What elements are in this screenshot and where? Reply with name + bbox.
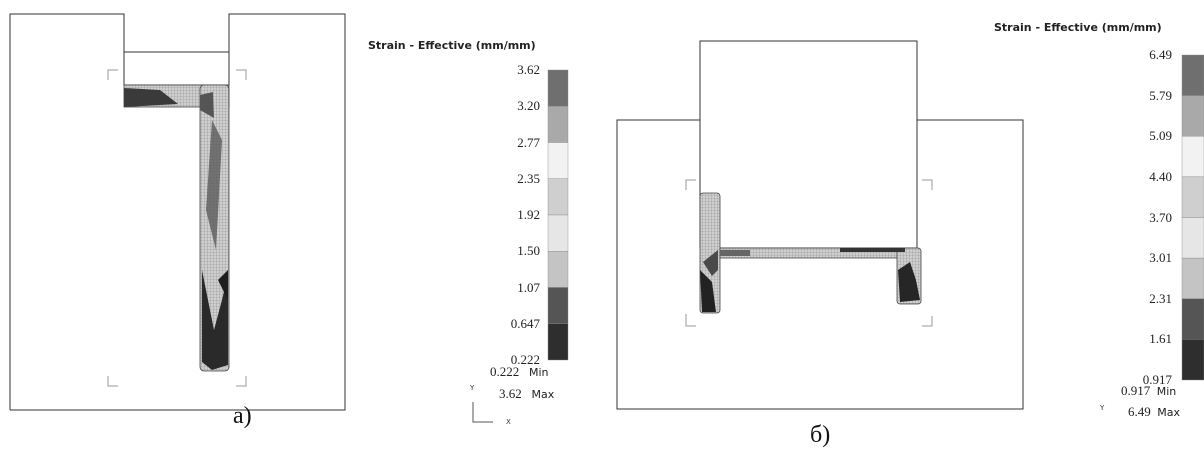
corner-marks-b (685, 179, 933, 327)
legend-a-band-4 (547, 214, 569, 252)
legend-b-tick-label: 1.61 (1149, 331, 1172, 347)
legend-a-tick-label: 3.20 (517, 98, 540, 114)
legend-a-title: Strain - Effective (mm/mm) (368, 39, 536, 52)
legend-b-colorbar (1181, 54, 1204, 381)
legend-a-band-3 (547, 178, 569, 216)
legend-a-tick-label: 1.07 (517, 279, 540, 295)
legend-b-max-value: 6.49 (1128, 404, 1151, 419)
legend-b-max-label: Max (1157, 406, 1180, 419)
legend-a-max: 3.62 Max (499, 386, 554, 402)
legend-b-band-2 (1181, 136, 1204, 178)
legend-b-min-label: Min (1156, 385, 1177, 398)
legend-b-band-5 (1181, 257, 1204, 299)
legend-b-max: 6.49 Max (1128, 404, 1180, 420)
caption-b: б) (810, 422, 831, 448)
legend-b-band-1 (1181, 95, 1204, 137)
legend-b-band-0 (1181, 54, 1204, 96)
die-right-wall (10, 13, 346, 411)
axis-a-y-label: Y (470, 384, 475, 392)
axis-b-y-label: Y (1100, 404, 1105, 412)
legend-a-min: 0.222 Min (490, 364, 549, 380)
legend-a-tick-label: 0.647 (510, 315, 540, 331)
legend-b-tick-label: 3.70 (1149, 209, 1172, 225)
legend-b-min-value: 0.917 (1121, 383, 1151, 398)
legend-a-band-2 (547, 142, 569, 179)
punch-rect (123, 51, 230, 86)
legend-a-tick-label: 2.35 (517, 170, 540, 186)
die-left-wall (9, 13, 125, 410)
legend-b-tick-label: 6.49 (1149, 47, 1172, 62)
workpiece-a (123, 84, 230, 372)
panel-b-diagram (616, 40, 1024, 410)
axis-triad-a (472, 402, 493, 423)
legend-b-tick-label: 5.09 (1149, 128, 1172, 144)
legend-b-band-4 (1181, 217, 1204, 259)
legend-b-band-3 (1181, 176, 1204, 218)
axis-a-x-label: X (506, 418, 511, 426)
punch-rect-b (699, 40, 918, 249)
legend-a-band-0 (547, 69, 569, 107)
legend-a-band-1 (547, 106, 569, 143)
legend-a-band-6 (547, 287, 569, 324)
workpiece-b (699, 192, 922, 314)
legend-b-tick-label: 0.917 (1142, 372, 1172, 387)
legend-a-colorbar (547, 69, 569, 361)
legend-a-tick-label: 1.92 (517, 207, 540, 222)
legend-a-tick-label: 3.62 (517, 62, 540, 77)
corner-marks (107, 69, 247, 387)
legend-b-min: 0.917 Min (1121, 383, 1176, 399)
legend-a-tick-label: 1.50 (517, 243, 540, 259)
legend-b-tick-label: 5.79 (1149, 87, 1172, 103)
legend-a-min-value: 0.222 (490, 364, 520, 379)
caption-a: а) (233, 403, 252, 429)
legend-a-max-value: 3.62 (499, 386, 522, 401)
legend-a-tick-label: 2.77 (517, 134, 540, 150)
legend-a-band-5 (547, 251, 569, 288)
legend-a-tick-label: 0.222 (510, 352, 540, 367)
legend-b-tick-label: 2.31 (1149, 290, 1172, 306)
legend-a-max-label: Max (531, 388, 555, 401)
legend-b-band-6 (1181, 298, 1204, 340)
panel-a-diagram (9, 13, 346, 411)
legend-a-band-7 (547, 323, 569, 361)
legend-b-tick-label: 3.01 (1149, 250, 1172, 266)
legend-b-title: Strain - Effective (mm/mm) (994, 21, 1162, 34)
legend-b-band-7 (1181, 339, 1204, 381)
legend-a-min-label: Min (529, 366, 549, 379)
legend-b-tick-label: 4.40 (1149, 168, 1172, 184)
